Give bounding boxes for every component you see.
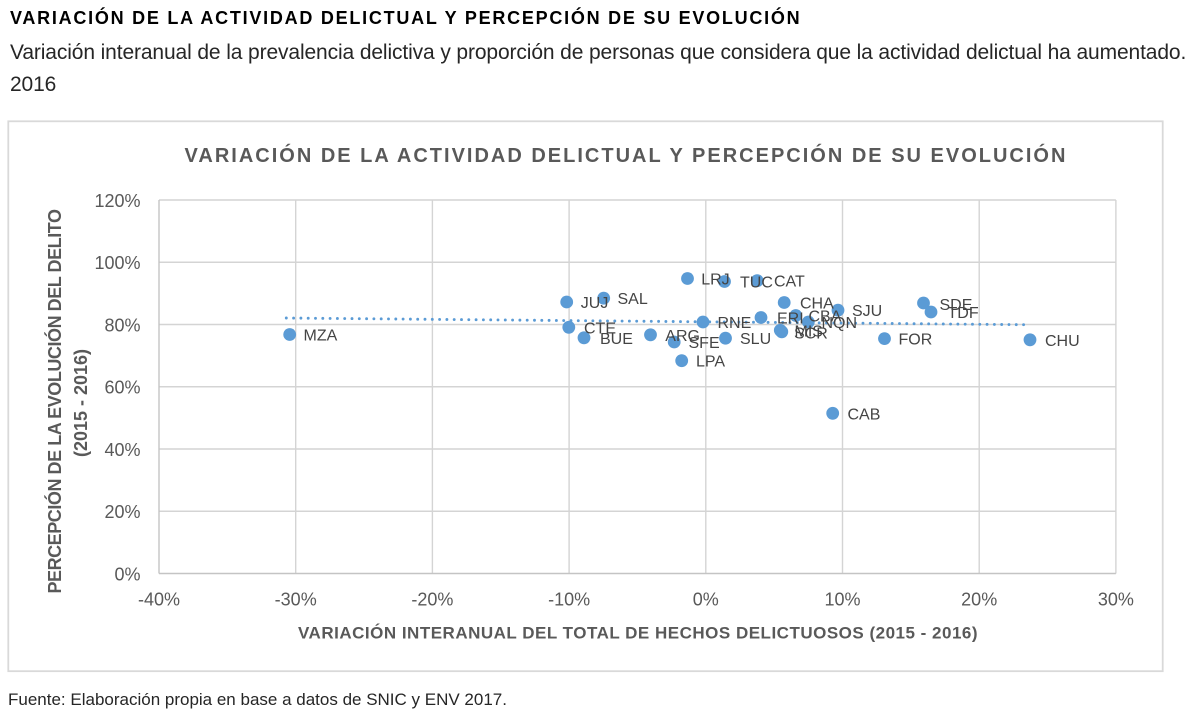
svg-text:30%: 30%	[1098, 590, 1134, 610]
svg-text:LPA: LPA	[696, 354, 725, 371]
svg-text:100%: 100%	[94, 253, 140, 273]
svg-text:SAL: SAL	[618, 291, 648, 308]
svg-text:ERI: ERI	[777, 311, 804, 328]
svg-text:60%: 60%	[104, 378, 140, 398]
svg-text:NQN: NQN	[822, 315, 858, 332]
svg-text:CTE: CTE	[584, 320, 616, 337]
svg-text:CHU: CHU	[1045, 333, 1080, 350]
svg-text:20%: 20%	[104, 502, 140, 522]
svg-text:LRJ: LRJ	[701, 272, 729, 289]
svg-text:PERCEPCIÓN DE LA EVOLUCIÓN DEL: PERCEPCIÓN DE LA EVOLUCIÓN DEL DELITO	[44, 209, 65, 594]
svg-text:VARIACIÓN DE LA ACTIVIDAD DELI: VARIACIÓN DE LA ACTIVIDAD DELICTUAL Y PE…	[185, 143, 1068, 167]
svg-text:VARIACIÓN INTERANUAL DEL TOTAL: VARIACIÓN INTERANUAL DEL TOTAL DE HECHOS…	[298, 623, 978, 642]
svg-text:10%: 10%	[824, 590, 860, 610]
svg-text:120%: 120%	[94, 191, 140, 211]
svg-text:-20%: -20%	[411, 590, 453, 610]
svg-text:FOR: FOR	[899, 332, 933, 349]
svg-text:CAT: CAT	[774, 274, 805, 291]
svg-text:RNE: RNE	[718, 315, 752, 332]
svg-text:JUJ: JUJ	[581, 295, 609, 312]
svg-text:TDF: TDF	[948, 305, 979, 322]
svg-text:MIS: MIS	[795, 323, 823, 340]
svg-text:0%: 0%	[693, 590, 719, 610]
svg-text:80%: 80%	[104, 315, 140, 335]
svg-text:SFE: SFE	[689, 335, 720, 352]
svg-text:CAB: CAB	[848, 406, 881, 423]
svg-text:ARG: ARG	[665, 328, 700, 345]
svg-text:SDE: SDE	[940, 297, 973, 314]
svg-text:CBA: CBA	[809, 309, 842, 326]
svg-text:-10%: -10%	[548, 590, 590, 610]
svg-text:-30%: -30%	[275, 590, 317, 610]
svg-text:SCR: SCR	[794, 325, 828, 342]
svg-text:-40%: -40%	[138, 590, 180, 610]
svg-text:(2015 - 2016): (2015 - 2016)	[71, 349, 91, 457]
svg-text:BUE: BUE	[600, 331, 633, 348]
svg-text:MZA: MZA	[304, 328, 338, 345]
svg-text:CHA: CHA	[800, 296, 834, 313]
svg-text:40%: 40%	[104, 440, 140, 460]
svg-text:SJU: SJU	[852, 303, 882, 320]
svg-text:TUC: TUC	[740, 275, 773, 292]
svg-text:SLU: SLU	[740, 331, 771, 348]
svg-text:0%: 0%	[114, 564, 140, 584]
svg-text:20%: 20%	[961, 590, 997, 610]
